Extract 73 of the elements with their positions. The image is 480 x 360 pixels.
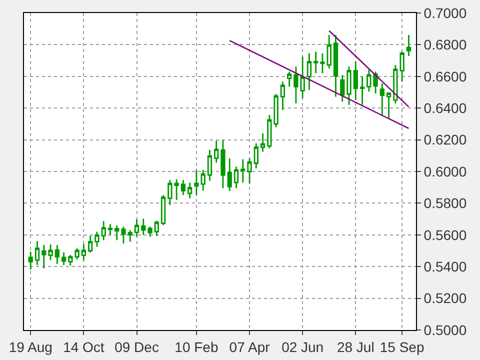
candlestick xyxy=(207,149,212,182)
candlestick xyxy=(286,70,292,88)
candlestick xyxy=(114,224,120,241)
y-tick-label: 0.6600 xyxy=(424,68,467,84)
y-tick-label: 0.6200 xyxy=(424,132,467,148)
x-tick-label: 15 Sep xyxy=(380,338,424,355)
x-tick-label: 19 Aug xyxy=(8,338,52,355)
candlestick xyxy=(94,231,100,248)
candlestick xyxy=(393,64,398,104)
candlestick xyxy=(54,244,60,265)
x-tick-label: 02 Jun xyxy=(282,338,324,355)
candlestick xyxy=(267,114,272,150)
y-tick-label: 0.5400 xyxy=(424,258,467,274)
candlestick xyxy=(180,179,186,196)
candlestick xyxy=(234,166,239,189)
candlestick xyxy=(320,52,325,74)
y-tick-label: 0.5000 xyxy=(424,322,467,338)
candlestick xyxy=(240,158,246,184)
candlestick xyxy=(400,50,404,82)
candlestick xyxy=(260,132,266,152)
candlestick xyxy=(194,169,199,196)
candlestick xyxy=(81,243,86,261)
y-tick-label: 0.5600 xyxy=(424,226,467,243)
candlestick xyxy=(294,66,298,104)
candlestick xyxy=(300,56,305,99)
candlestick xyxy=(121,226,126,244)
candlestick xyxy=(366,69,372,92)
candlestick xyxy=(134,218,140,238)
candlestick xyxy=(42,244,46,270)
candlestick xyxy=(34,240,40,266)
x-tick-label: 28 Jul xyxy=(336,338,374,355)
candlestick xyxy=(406,34,412,57)
candlestick xyxy=(340,74,345,102)
candlestick xyxy=(154,220,159,237)
candlestick xyxy=(220,139,226,189)
candlestick xyxy=(141,218,146,236)
candlestick xyxy=(380,82,384,116)
candlestick xyxy=(333,34,338,98)
candlestick xyxy=(314,50,318,74)
candlestick xyxy=(101,220,106,241)
candlestick xyxy=(128,229,132,242)
candlestick xyxy=(254,142,258,170)
candlestick xyxy=(247,158,252,184)
candlestick xyxy=(61,252,66,266)
candlestick xyxy=(353,60,358,101)
candlestick xyxy=(360,76,365,106)
y-tick-label: 0.6400 xyxy=(424,100,467,116)
y-tick-label: 0.6800 xyxy=(424,36,467,53)
candlestick xyxy=(188,182,192,199)
candlestick xyxy=(386,92,392,119)
candlestick xyxy=(373,70,378,94)
candlestick xyxy=(280,80,286,111)
candlestick xyxy=(108,223,113,236)
candlestick xyxy=(326,34,332,70)
y-tick-label: 0.5200 xyxy=(424,290,467,306)
candlestick xyxy=(306,52,312,91)
x-tick-label: 07 Apr xyxy=(229,338,270,355)
candlestick xyxy=(214,140,219,164)
candlestick xyxy=(48,244,53,261)
candlestick xyxy=(28,251,33,270)
candlestick xyxy=(227,158,232,192)
y-tick-label: 0.5800 xyxy=(424,195,467,212)
candlestick xyxy=(88,234,93,254)
candlestick xyxy=(148,226,152,238)
y-tick-label: 0.7000 xyxy=(424,4,467,21)
x-tick-label: 10 Feb xyxy=(174,338,218,355)
x-tick-label: 14 Oct xyxy=(63,338,104,355)
candlestick xyxy=(346,66,352,106)
candlestick xyxy=(200,169,206,192)
candlestick xyxy=(274,93,278,128)
x-tick-label: 09 Dec xyxy=(114,338,159,355)
y-tick-label: 0.6000 xyxy=(424,163,467,180)
candlestick xyxy=(160,194,166,226)
